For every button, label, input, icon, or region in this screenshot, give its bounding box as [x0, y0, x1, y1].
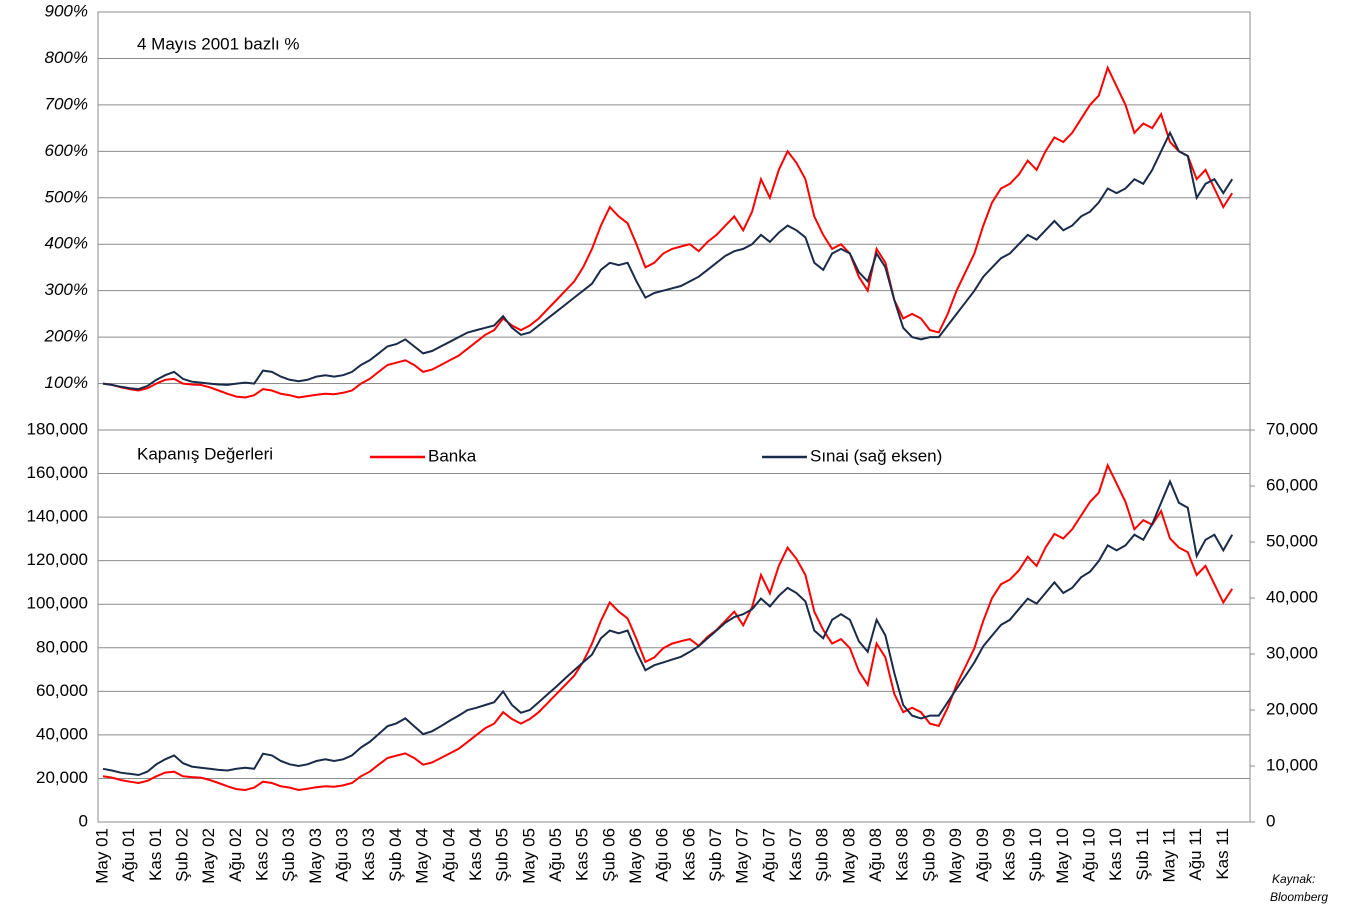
y-tick-label: 100%: [45, 373, 88, 392]
x-tick-label: Şub 06: [599, 828, 618, 882]
source: Bloomberg: [1270, 890, 1328, 904]
y-tick-label: 400%: [45, 234, 88, 253]
y-tick-label: 180,000: [27, 419, 88, 438]
x-tick-label: Ağu 10: [1079, 828, 1098, 882]
x-tick-label: Ağu 11: [1186, 828, 1205, 881]
x-tick-label: Şub 04: [386, 828, 405, 882]
y-tick-label: 160,000: [27, 463, 88, 482]
x-tick-label: Ağu 07: [759, 828, 778, 882]
x-tick-label: Kas 09: [999, 828, 1018, 881]
y2-tick-label: 20,000: [1266, 699, 1318, 718]
x-tick-label: May 07: [733, 828, 752, 884]
y-tick-label: 100,000: [27, 594, 88, 613]
x-tick-label: Şub 03: [279, 828, 298, 882]
source: Kaynak:: [1272, 872, 1315, 886]
y-tick-label: 120,000: [27, 550, 88, 569]
line: [102, 478, 1234, 777]
legend-label: Banka: [428, 446, 477, 465]
y2-tick-label: 30,000: [1266, 643, 1318, 662]
x-tick-label: Şub 02: [172, 828, 191, 882]
x-tick-label: May 04: [413, 828, 432, 884]
y2-tick-label: 60,000: [1266, 475, 1318, 494]
x-tick-label: Kas 01: [146, 828, 165, 881]
x-tick-label: Ağu 09: [973, 828, 992, 882]
legend-title: Kapanış Değerleri: [137, 444, 273, 463]
x-tick-label: May 05: [519, 828, 538, 884]
x-tick-label: May 06: [626, 828, 645, 884]
x-tick-label: Kas 07: [786, 828, 805, 881]
x-tick-label: May 02: [199, 828, 218, 884]
x-tick-label: Ağu 02: [226, 828, 245, 882]
y-tick-label: 20,000: [36, 768, 88, 787]
y-tick-label: 80,000: [36, 637, 88, 656]
x-tick-label: Şub 05: [493, 828, 512, 882]
y-tick-label: 0: [79, 811, 88, 830]
line: [102, 462, 1234, 792]
x-tick-label: May 11: [1159, 828, 1178, 883]
y-tick-label: 60,000: [36, 681, 88, 700]
x-tick-label: May 03: [306, 828, 325, 884]
x-tick-label: Ağu 01: [119, 828, 138, 882]
x-tick-label: Kas 04: [466, 828, 485, 881]
x-tick-label: Ağu 03: [333, 828, 352, 882]
x-tick-label: Ağu 05: [546, 828, 565, 882]
x-tick-label: Kas 03: [359, 828, 378, 881]
x-tick-label: May 01: [92, 828, 111, 884]
x-tick-label: Kas 06: [679, 828, 698, 881]
x-tick-label: Kas 05: [573, 828, 592, 881]
y-tick-label: 500%: [45, 187, 88, 206]
x-tick-label: Şub 10: [1026, 828, 1045, 882]
x-tick-label: Kas 02: [252, 828, 271, 881]
y-tick-label: 900%: [45, 1, 88, 20]
y2-tick-label: 70,000: [1266, 419, 1318, 438]
x-tick-label: Ağu 06: [653, 828, 672, 882]
line: [102, 64, 1234, 399]
y-tick-label: 600%: [45, 141, 88, 160]
x-tick-label: Şub 11: [1133, 828, 1152, 881]
y2-tick-label: 10,000: [1266, 755, 1318, 774]
y2-tick-label: 40,000: [1266, 587, 1318, 606]
x-tick-label: Ağu 04: [439, 828, 458, 882]
y-tick-label: 700%: [45, 94, 88, 113]
x-tick-label: May 10: [1053, 828, 1072, 884]
x-tick-label: Kas 10: [1106, 828, 1125, 881]
plot-frame: [97, 11, 1251, 823]
y2-tick-label: 0: [1266, 811, 1275, 830]
x-tick-label: Ağu 08: [866, 828, 885, 882]
y-tick-label: 800%: [45, 48, 88, 67]
x-tick-label: May 09: [946, 828, 965, 884]
x-tick-label: Kas 11: [1213, 828, 1232, 880]
annotation: 4 Mayıs 2001 bazlı %: [137, 34, 300, 53]
y2-tick-label: 50,000: [1266, 531, 1318, 550]
y-tick-label: 140,000: [27, 507, 88, 526]
x-tick-label: Şub 09: [919, 828, 938, 882]
y-tick-label: 200%: [44, 327, 88, 346]
x-tick-label: Şub 08: [813, 828, 832, 882]
y-tick-label: 40,000: [36, 724, 88, 743]
line: [102, 130, 1234, 391]
y-tick-label: 300%: [45, 280, 88, 299]
x-tick-label: Kas 08: [893, 828, 912, 881]
x-tick-label: May 08: [839, 828, 858, 884]
legend-label: Sınai (sağ eksen): [810, 446, 942, 465]
x-tick-label: Şub 07: [706, 828, 725, 882]
